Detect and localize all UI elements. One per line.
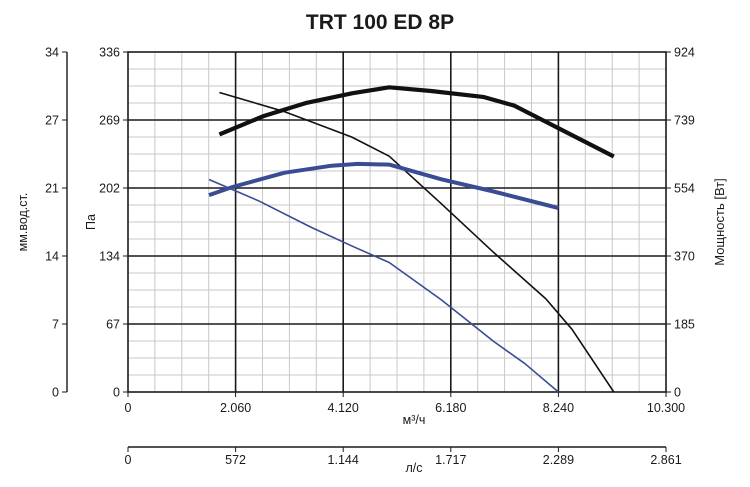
x-tick-label: 10.300 xyxy=(647,401,685,415)
y-left-tick-label: 0 xyxy=(52,386,59,400)
chart-title: TRT 100 ED 8P xyxy=(306,11,454,34)
y-right-tick-label: 370 xyxy=(674,250,695,264)
power-curve-low xyxy=(208,161,559,210)
y-axis-left-label: мм.вод.ст. xyxy=(16,193,30,252)
series-layer xyxy=(208,85,615,393)
axes: 0 67 134 202 269 336 0 7 14 21 27 34 0 185 370 554 739 92… xyxy=(45,46,695,468)
y-tick-label: 336 xyxy=(99,46,120,60)
x-tick-label: 6.180 xyxy=(435,401,466,415)
x-tick-label: 4.120 xyxy=(328,401,359,415)
x-tick-label: 2.060 xyxy=(220,401,251,415)
y-right-tick-label: 0 xyxy=(674,386,681,400)
y-axis-right-label: Мощность [Вт] xyxy=(712,178,727,266)
axis-labels: Па мм.вод.ст. Мощность [Вт] м³/ч л/с xyxy=(16,178,727,475)
y-tick-label: 134 xyxy=(99,250,120,264)
y-tick-label: 269 xyxy=(99,114,120,128)
y-tick-label: 0 xyxy=(113,386,120,400)
y-right-tick-label: 554 xyxy=(674,182,695,196)
x2-axis-label: л/с xyxy=(405,461,422,475)
y-right-tick-label: 185 xyxy=(674,318,695,332)
grid xyxy=(127,51,667,393)
y-left-tick-label: 7 xyxy=(52,318,59,332)
x-tick-label: 8.240 xyxy=(543,401,574,415)
plot-frame xyxy=(127,51,667,393)
y-left-tick-label: 14 xyxy=(45,250,59,264)
y-left-tick-label: 34 xyxy=(45,46,59,60)
pressure-curve-low xyxy=(208,178,559,393)
x2-tick-label: 2.289 xyxy=(543,453,574,467)
y-right-tick-label: 739 xyxy=(674,114,695,128)
y-axis-label: Па xyxy=(84,214,98,230)
y-left-tick-label: 27 xyxy=(45,114,59,128)
x2-tick-label: 2.861 xyxy=(650,453,681,467)
y-right-tick-label: 924 xyxy=(674,46,695,60)
x-tick-label: 0 xyxy=(125,401,132,415)
pressure-curve-high xyxy=(219,91,615,393)
x2-tick-label: 1.717 xyxy=(435,453,466,467)
y-tick-label: 67 xyxy=(106,318,120,332)
x-axis-label: м³/ч xyxy=(403,413,426,427)
power-curve-high xyxy=(218,85,615,159)
y-tick-label: 202 xyxy=(99,182,120,196)
x2-tick-label: 0 xyxy=(125,453,132,467)
x2-tick-label: 572 xyxy=(225,453,246,467)
y-left-tick-label: 21 xyxy=(45,182,59,196)
x2-tick-label: 1.144 xyxy=(328,453,359,467)
